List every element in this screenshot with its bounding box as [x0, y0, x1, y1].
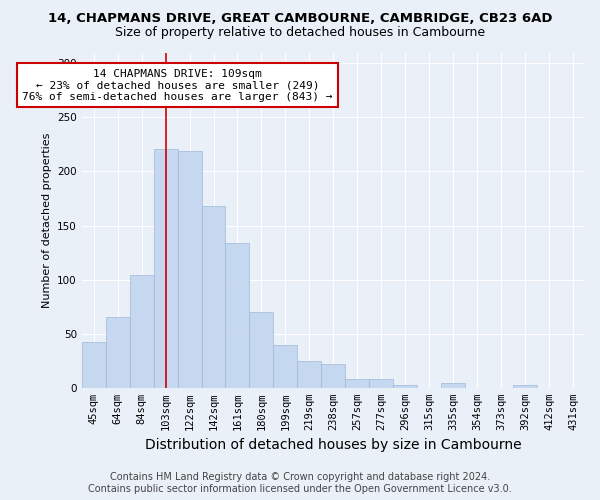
Bar [106, 318, 130, 388]
Bar [178, 151, 202, 388]
Bar [154, 149, 178, 388]
Bar [441, 384, 465, 388]
Bar [298, 361, 322, 388]
X-axis label: Distribution of detached houses by size in Cambourne: Distribution of detached houses by size … [145, 438, 521, 452]
Bar [274, 344, 298, 388]
Y-axis label: Number of detached properties: Number of detached properties [41, 132, 52, 308]
Bar [202, 206, 226, 388]
Bar [322, 364, 346, 388]
Bar [513, 384, 537, 388]
Text: 14 CHAPMANS DRIVE: 109sqm
← 23% of detached houses are smaller (249)
76% of semi: 14 CHAPMANS DRIVE: 109sqm ← 23% of detac… [22, 68, 333, 102]
Bar [82, 342, 106, 388]
Bar [250, 312, 274, 388]
Bar [346, 379, 369, 388]
Text: Contains HM Land Registry data © Crown copyright and database right 2024.
Contai: Contains HM Land Registry data © Crown c… [88, 472, 512, 494]
Text: Size of property relative to detached houses in Cambourne: Size of property relative to detached ho… [115, 26, 485, 39]
Bar [226, 243, 250, 388]
Bar [393, 384, 417, 388]
Text: 14, CHAPMANS DRIVE, GREAT CAMBOURNE, CAMBRIDGE, CB23 6AD: 14, CHAPMANS DRIVE, GREAT CAMBOURNE, CAM… [48, 12, 552, 26]
Bar [130, 276, 154, 388]
Bar [369, 379, 393, 388]
